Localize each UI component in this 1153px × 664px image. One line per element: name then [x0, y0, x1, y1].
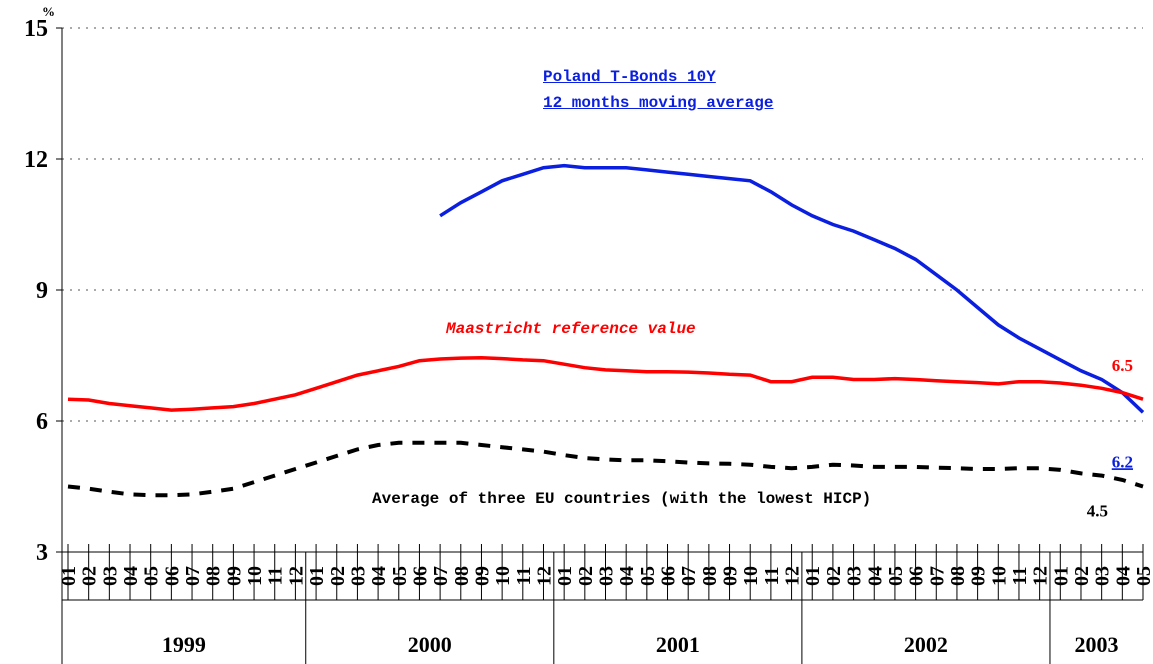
end-label: 6.5	[1112, 356, 1133, 375]
x-tick-label: 03	[596, 566, 618, 586]
x-tick-label: 05	[885, 566, 907, 586]
x-tick-label: 12	[285, 566, 307, 586]
x-tick-label: 10	[740, 566, 762, 586]
y-tick-label: 6	[36, 409, 48, 435]
x-tick-label: 11	[265, 567, 287, 586]
x-tick-label: 08	[699, 566, 721, 586]
x-tick-label: 09	[968, 566, 990, 586]
y-unit: %	[42, 4, 55, 19]
x-tick-label: 09	[223, 566, 245, 586]
year-label: 2000	[408, 632, 452, 657]
x-tick-label: 08	[203, 566, 225, 586]
x-tick-label: 04	[616, 566, 638, 586]
end-label: 4.5	[1087, 502, 1108, 521]
year-label: 2002	[904, 632, 948, 657]
x-tick-label: 04	[1112, 566, 1134, 586]
x-tick-label: 07	[926, 566, 948, 586]
x-tick-label: 06	[161, 566, 183, 586]
x-tick-label: 04	[120, 566, 142, 586]
legend-label: Maastricht reference value	[446, 320, 696, 338]
y-tick-label: 3	[36, 540, 48, 566]
x-tick-label: 01	[58, 566, 80, 586]
x-tick-label: 07	[430, 566, 452, 586]
x-tick-label: 02	[823, 566, 845, 586]
x-tick-label: 08	[947, 566, 969, 586]
x-tick-label: 05	[1133, 566, 1153, 586]
x-tick-label: 02	[79, 566, 101, 586]
x-tick-label: 02	[1071, 566, 1093, 586]
x-tick-label: 02	[575, 566, 597, 586]
x-tick-label: 03	[347, 566, 369, 586]
x-tick-label: 05	[389, 566, 411, 586]
year-label: 1999	[162, 632, 206, 657]
x-tick-label: 08	[451, 566, 473, 586]
x-tick-label: 11	[761, 567, 783, 586]
year-label: 2003	[1074, 632, 1118, 657]
x-tick-label: 10	[244, 566, 266, 586]
series-line	[67, 355, 1144, 412]
x-tick-label: 06	[409, 566, 431, 586]
x-tick-label: 09	[471, 566, 493, 586]
y-tick-label: 15	[24, 16, 48, 42]
x-tick-label: 12	[782, 566, 804, 586]
x-tick-label: 05	[141, 566, 163, 586]
x-tick-label: 11	[513, 567, 535, 586]
x-tick-label: 11	[1009, 567, 1031, 586]
legend-label: Poland T-Bonds 10Y 12 months moving aver…	[543, 68, 774, 112]
x-tick-label: 04	[864, 566, 886, 586]
x-tick-label: 01	[802, 566, 824, 586]
x-tick-label: 09	[720, 566, 742, 586]
series-line	[439, 163, 1145, 414]
x-tick-label: 07	[678, 566, 700, 586]
series-line	[67, 440, 1144, 498]
y-tick-label: 12	[24, 147, 48, 173]
x-tick-label: 03	[844, 566, 866, 586]
x-tick-label: 12	[1030, 566, 1052, 586]
end-label: 6.2	[1112, 452, 1133, 471]
x-tick-label: 06	[658, 566, 680, 586]
x-tick-label: 12	[533, 566, 555, 586]
x-tick-label: 03	[99, 566, 121, 586]
x-tick-label: 01	[306, 566, 328, 586]
x-tick-label: 05	[637, 566, 659, 586]
x-tick-label: 02	[327, 566, 349, 586]
y-tick-label: 9	[36, 278, 48, 304]
x-tick-label: 06	[906, 566, 928, 586]
x-tick-label: 10	[988, 566, 1010, 586]
x-tick-label: 03	[1092, 566, 1114, 586]
x-tick-label: 10	[492, 566, 514, 586]
x-tick-label: 01	[1050, 566, 1072, 586]
legend-label: Average of three EU countries (with the …	[372, 490, 872, 508]
x-tick-label: 04	[368, 566, 390, 586]
x-tick-label: 07	[182, 566, 204, 586]
year-label: 2001	[656, 632, 700, 657]
x-tick-label: 01	[554, 566, 576, 586]
